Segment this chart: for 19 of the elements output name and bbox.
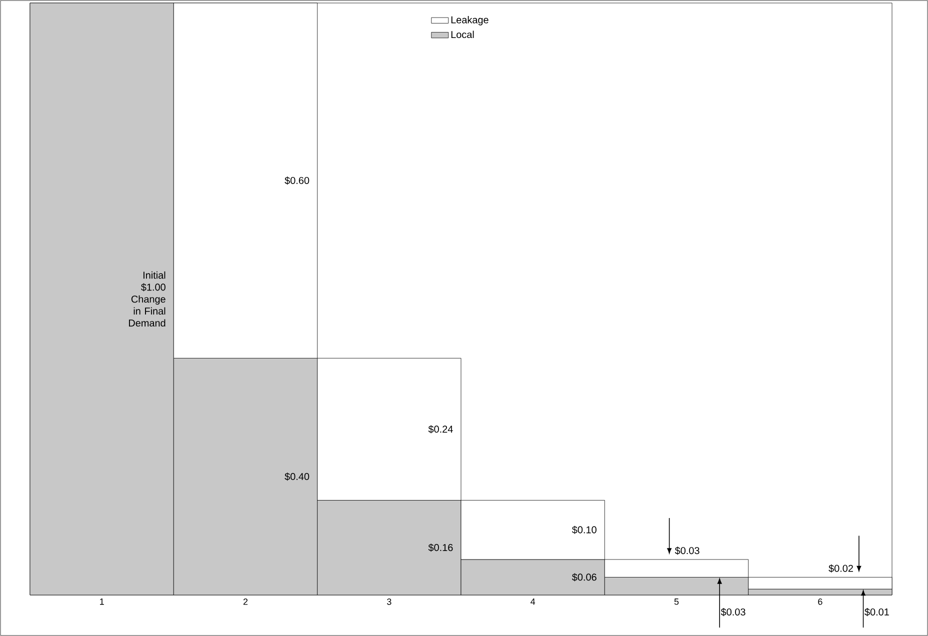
data-label: $0.06 <box>572 573 596 582</box>
data-label: $0.01 <box>864 608 889 616</box>
x-tick-label: 2 <box>243 598 248 605</box>
data-label: Initial $1.00 Change in Final Demand <box>128 271 166 327</box>
x-tick-label: 5 <box>674 598 679 605</box>
data-label: $0.60 <box>284 176 310 185</box>
x-tick-label: 4 <box>530 598 536 605</box>
data-label: $0.02 <box>828 564 853 572</box>
legend-label: Leakage <box>451 16 488 26</box>
data-label: $0.03 <box>720 608 746 616</box>
data-label: $0.03 <box>674 546 700 555</box>
x-tick-label: 6 <box>818 598 822 605</box>
data-label: $0.24 <box>428 425 453 434</box>
data-label: $0.16 <box>428 544 453 552</box>
data-label: $0.10 <box>572 526 596 534</box>
x-tick-label: 1 <box>100 598 104 605</box>
legend-label: Local <box>451 30 474 38</box>
x-tick-label: 3 <box>387 598 392 605</box>
data-label: $0.40 <box>284 472 310 481</box>
